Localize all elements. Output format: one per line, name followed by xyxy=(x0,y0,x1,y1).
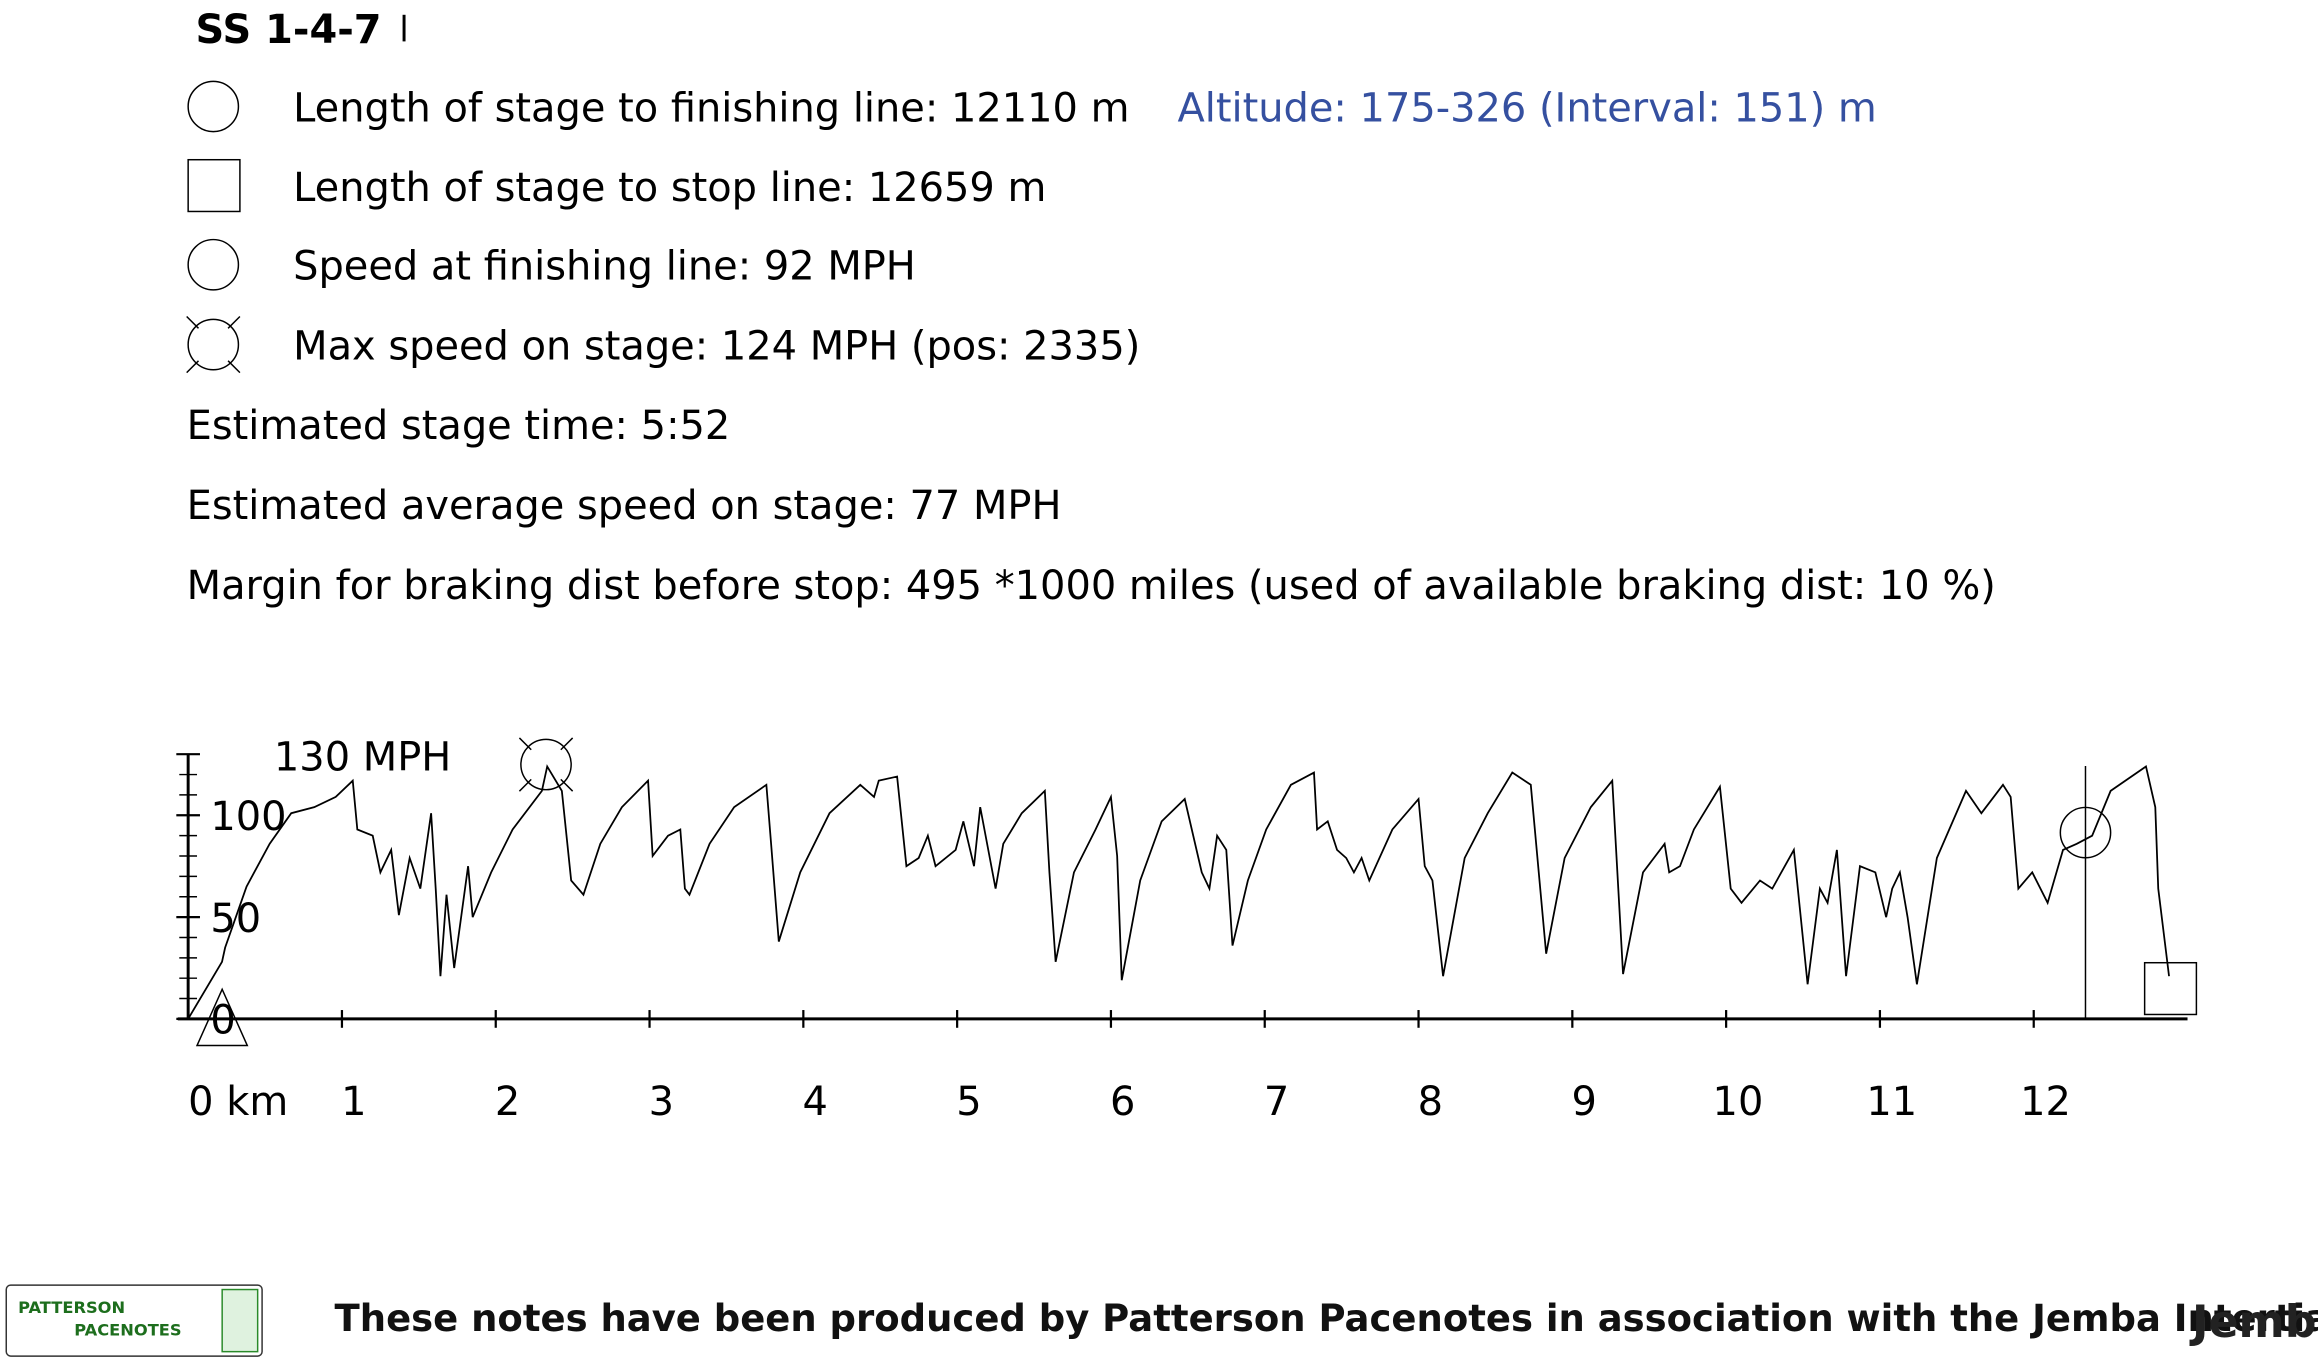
x-tick-label: 2 xyxy=(495,1079,520,1125)
icon-stop xyxy=(187,158,241,213)
x-tick-label: 11 xyxy=(1866,1079,1917,1125)
x-tick-label: 6 xyxy=(1110,1079,1135,1125)
logo-text: PATTERSON xyxy=(18,1298,125,1317)
x-tick-label: 1 xyxy=(341,1079,366,1125)
icon-finish xyxy=(187,80,240,133)
info-line: Length of stage to finishing line: 12110… xyxy=(293,85,1129,131)
x-tick-label: 3 xyxy=(649,1079,674,1125)
info-line: Speed at finishing line: 92 MPH xyxy=(293,243,916,289)
altitude: Altitude: 175-326 (Interval: 151) m xyxy=(1177,85,1876,131)
footer-note: These notes have been produced by Patter… xyxy=(335,1297,2318,1340)
x-tick-label: 7 xyxy=(1264,1079,1289,1125)
x-tick-label: 0 km xyxy=(188,1079,288,1125)
max-marker xyxy=(518,737,574,792)
start-marker xyxy=(195,987,249,1047)
y-tick-label: 100 xyxy=(210,794,286,840)
x-tick-label: 5 xyxy=(956,1079,981,1125)
info-line: Margin for braking dist before stop: 495… xyxy=(187,563,1996,609)
x-tick-label: 9 xyxy=(1571,1079,1596,1125)
x-tick-label: 12 xyxy=(2020,1079,2071,1125)
logo-text: PACENOTES xyxy=(74,1320,181,1339)
speed-line xyxy=(187,764,2170,1020)
logo-right: Jemba xyxy=(2189,1297,2318,1348)
info-line: Max speed on stage: 124 MPH (pos: 2335) xyxy=(293,323,1140,369)
x-tick-label: 10 xyxy=(1713,1079,1764,1125)
info-line: Estimated stage time: 5:52 xyxy=(187,403,731,449)
finish-marker xyxy=(2059,806,2112,859)
info-line: Length of stage to stop line: 12659 m xyxy=(293,165,1046,211)
x-tick-label: 8 xyxy=(1418,1079,1443,1125)
y-tick-label: 0 xyxy=(210,998,235,1044)
y-tick-label: 130 MPH xyxy=(274,734,451,780)
icon-speed xyxy=(187,238,240,291)
stop-marker xyxy=(2143,961,2198,1016)
title: SS 1-4-7 xyxy=(196,7,382,53)
logo-left: PATTERSON PACENOTES xyxy=(5,1284,263,1357)
x-tick-label: 4 xyxy=(802,1079,827,1125)
info-line: Estimated average speed on stage: 77 MPH xyxy=(187,483,1062,529)
icon-max xyxy=(186,315,241,374)
